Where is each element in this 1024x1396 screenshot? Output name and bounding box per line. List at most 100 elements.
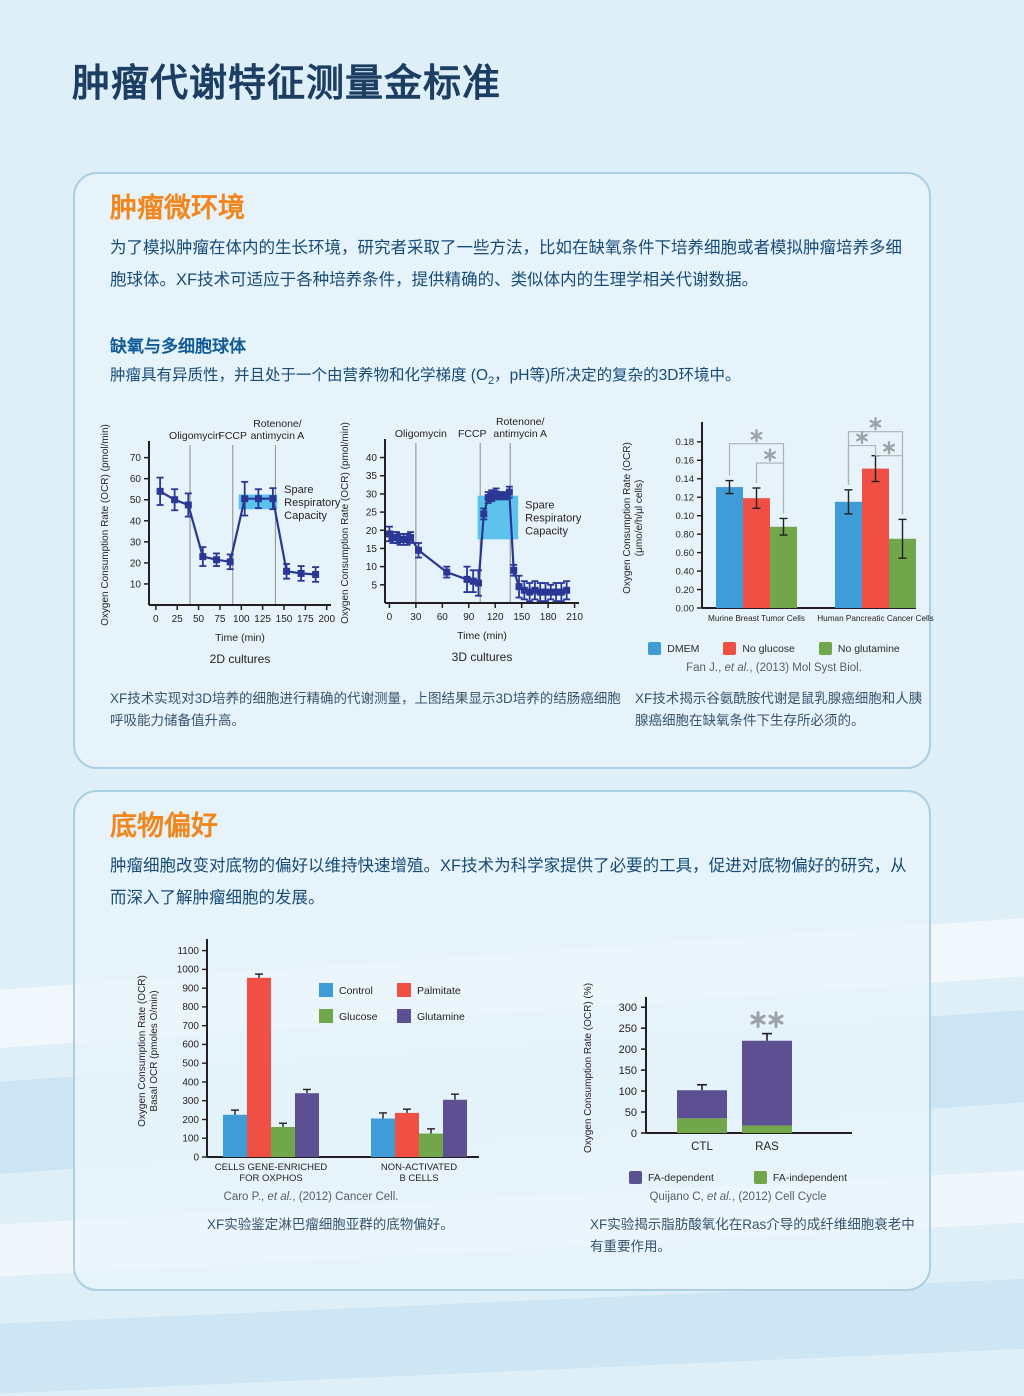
svg-text:0: 0 — [631, 1128, 637, 1140]
svg-text:Rotenone/: Rotenone/ — [253, 418, 302, 430]
svg-text:400: 400 — [182, 1077, 199, 1088]
chart-substrate-block: 0 100 200 300 400 500 600 700 800 900 1000 1100 CELL… — [133, 937, 489, 1203]
svg-text:Glutamine: Glutamine — [417, 1011, 465, 1023]
svg-text:10: 10 — [366, 562, 378, 573]
chart-hypoxia-bars: 0.18 0.16 0.14 0.12 0.10 0.80 0.60 0.40 0.20 0.00… — [618, 402, 934, 634]
svg-text:0.40: 0.40 — [676, 566, 695, 577]
legend-swatch — [818, 642, 832, 655]
legend-label: FA-dependent — [647, 1171, 714, 1184]
svg-text:FCCP: FCCP — [218, 430, 247, 442]
citation-text: , (2012) Cancer Cell. — [292, 1191, 399, 1203]
svg-text:Time (min): Time (min) — [457, 630, 507, 642]
citation-text: et al. — [724, 662, 750, 674]
svg-text:300: 300 — [619, 1002, 637, 1014]
legend-swatch — [723, 642, 737, 655]
svg-text:Capacity: Capacity — [284, 510, 327, 522]
svg-text:50: 50 — [625, 1107, 637, 1119]
svg-text:20: 20 — [130, 558, 142, 569]
section2-paragraph: 肿瘤细胞改变对底物的偏好以维持快速增殖。XF技术为科学家提供了必要的工具，促进对… — [110, 857, 907, 907]
svg-text:200: 200 — [318, 614, 335, 625]
svg-text:3D cultures: 3D cultures — [452, 650, 513, 664]
svg-text:300: 300 — [182, 1096, 199, 1107]
svg-text:1100: 1100 — [177, 946, 199, 957]
svg-text:0.80: 0.80 — [676, 529, 695, 540]
svg-text:0.00: 0.00 — [676, 603, 695, 614]
background-wave — [0, 1273, 1024, 1396]
caption-ras: XF实验揭示脂肪酸氧化在Ras介导的成纤维细胞衰老中有重要作用。 — [590, 1217, 915, 1254]
svg-text:20: 20 — [366, 526, 378, 537]
svg-text:40: 40 — [366, 453, 378, 464]
citation-text: , (2013) Mol Syst Biol. — [749, 662, 862, 674]
caption-hypoxia: XF技术揭示谷氨酰胺代谢是鼠乳腺癌细胞和人胰腺癌细胞在缺氧条件下生存所必须的。 — [635, 691, 923, 728]
legend-label: No glucose — [742, 642, 795, 655]
citation-text: Fan J., — [686, 662, 725, 674]
svg-text:Glucose: Glucose — [339, 1011, 378, 1023]
legend-item: FA-dependent — [628, 1171, 714, 1184]
svg-text:Rotenone/: Rotenone/ — [496, 416, 545, 428]
caption-3d-cultures: XF技术实现对3D培养的细胞进行精确的代谢测量，上图结果显示3D培养的结肠癌细胞… — [110, 691, 621, 728]
svg-text:25: 25 — [172, 614, 184, 625]
svg-text:Capacity: Capacity — [525, 526, 568, 538]
svg-text:Spare: Spare — [525, 500, 554, 512]
svg-text:(μmo/e/h/μl cells): (μmo/e/h/μl cells) — [634, 480, 645, 557]
svg-text:200: 200 — [619, 1044, 637, 1056]
svg-text:0: 0 — [193, 1152, 199, 1163]
page-title: 肿瘤代谢特征测量金标准 — [72, 63, 502, 105]
svg-text:Oligomycin: Oligomycin — [395, 428, 447, 440]
svg-text:antimycin A: antimycin A — [251, 430, 305, 442]
svg-text:150: 150 — [619, 1065, 637, 1077]
svg-text:0.60: 0.60 — [676, 548, 695, 559]
section2-heading: 底物偏好 — [110, 811, 218, 841]
svg-text:RAS: RAS — [755, 1141, 779, 1153]
svg-text:Oxygen Consumption Rate (OCR): Oxygen Consumption Rate (OCR) — [622, 442, 633, 594]
svg-text:40: 40 — [130, 516, 142, 527]
svg-text:200: 200 — [182, 1115, 199, 1126]
citation-text: et al. — [267, 1191, 293, 1203]
svg-text:Oxygen Consumption Rate (OCR): Oxygen Consumption Rate (OCR) — [137, 975, 148, 1127]
legend-label: DMEM — [667, 642, 700, 655]
svg-text:150: 150 — [276, 614, 293, 625]
section1-paragraph: 为了模拟肿瘤在体内的生长环境，研究者采取了一些方法，比如在缺氧条件下培养细胞或者… — [110, 239, 902, 289]
subtext-subscript: 2 — [488, 375, 495, 388]
svg-text:0.20: 0.20 — [676, 585, 695, 596]
svg-text:600: 600 — [182, 1040, 199, 1051]
caption-lymphoma: XF实验鉴定淋巴瘤细胞亚群的底物偏好。 — [207, 1217, 454, 1232]
legend-item: DMEM — [648, 642, 699, 655]
legend-label: FA-independent — [772, 1171, 848, 1184]
svg-text:B CELLS: B CELLS — [399, 1173, 438, 1184]
svg-text:0.16: 0.16 — [676, 456, 695, 467]
legend-swatch — [648, 642, 662, 655]
hypoxia-citation: Fan J., et al., (2013) Mol Syst Biol. — [618, 662, 930, 674]
svg-text:FOR OXPHOS: FOR OXPHOS — [239, 1173, 302, 1184]
svg-text:Spare: Spare — [284, 484, 313, 496]
svg-text:100: 100 — [233, 614, 250, 625]
svg-text:175: 175 — [297, 614, 314, 625]
chart-2d-cultures: Oligomycin FCCP Rotenone/antimycin A Spare R… — [97, 415, 341, 677]
substrate-citation: Caro P., et al., (2012) Cancer Cell. — [133, 1191, 489, 1203]
legend-label: No glutamine — [837, 642, 900, 655]
svg-text:Time (min): Time (min) — [215, 632, 265, 644]
citation-text: et al. — [707, 1191, 732, 1203]
section1-subheading: 缺氧与多细胞球体 — [110, 337, 246, 356]
svg-text:35: 35 — [366, 471, 378, 482]
svg-text:125: 125 — [254, 614, 271, 625]
svg-text:700: 700 — [182, 1021, 199, 1032]
svg-text:0.12: 0.12 — [676, 493, 695, 504]
svg-text:50: 50 — [130, 495, 142, 506]
legend-item: No glutamine — [818, 642, 900, 655]
chart-ras-block: 0 50 100 150 200 250 300 CTL RAS Oxygen Consumpti… — [580, 983, 896, 1203]
svg-text:0.10: 0.10 — [676, 511, 695, 522]
svg-text:0.14: 0.14 — [676, 474, 695, 485]
citation-text: , (2012) Cell Cycle — [731, 1191, 827, 1203]
subtext-post: ，pH等)所决定的复杂的3D环境中。 — [494, 367, 741, 384]
svg-text:250: 250 — [619, 1023, 637, 1035]
svg-text:150: 150 — [513, 612, 530, 623]
svg-text:100: 100 — [182, 1134, 199, 1145]
section-tumor-microenvironment: 肿瘤微环境 为了模拟肿瘤在体内的生长环境，研究者采取了一些方法，比如在缺氧条件下… — [73, 172, 934, 769]
svg-text:50: 50 — [193, 614, 205, 625]
subtext-pre: 肿瘤具有异质性，并且处于一个由营养物和化学梯度 (O — [110, 367, 489, 384]
svg-text:60: 60 — [130, 474, 142, 485]
ras-citation: Quijano C, et al., (2012) Cell Cycle — [580, 1191, 896, 1203]
chart-ras-stacked: 0 50 100 150 200 250 300 CTL RAS Oxygen Consumpti… — [580, 983, 896, 1157]
chart-3d-cultures: Oligomycin FCCP Rotenone/antimycin A Spare R… — [337, 413, 589, 677]
